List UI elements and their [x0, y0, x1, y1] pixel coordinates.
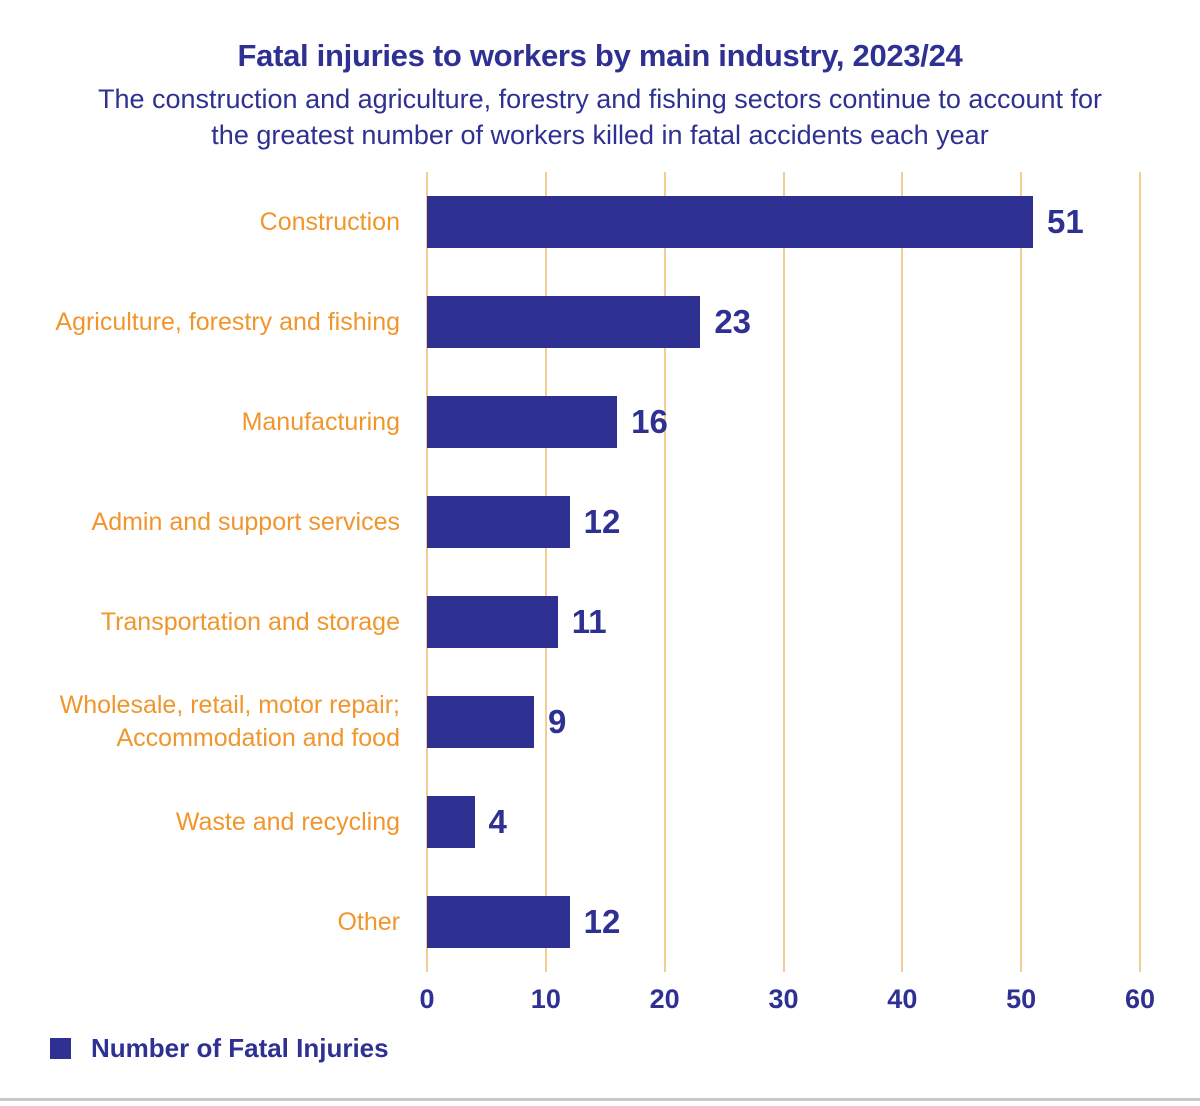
value-label: 11: [571, 602, 607, 640]
x-tick-label: 20: [649, 983, 680, 1014]
bar: [427, 495, 570, 548]
bar-track: 12: [427, 895, 1140, 948]
value-label: 9: [547, 702, 567, 740]
bar-row: Transportation and storage 11: [0, 572, 1200, 672]
gridline: [426, 171, 428, 972]
gridline: [1139, 171, 1141, 972]
x-axis: 0 10 20 30 40 50 60: [419, 976, 1155, 1022]
category-label: Transportation and storage: [100, 607, 400, 636]
category-label: Other: [337, 907, 400, 936]
gridline: [1020, 171, 1023, 972]
category-label: Construction: [259, 207, 400, 236]
bar: [427, 595, 558, 648]
bar-row: Admin and support services 12: [0, 472, 1200, 572]
gridline: [663, 171, 666, 972]
bottom-divider: [0, 1098, 1200, 1101]
x-tick-label: 10: [530, 983, 561, 1014]
x-tick-label: 0: [419, 983, 435, 1014]
bar-track: 51: [427, 195, 1140, 248]
value-label: 12: [583, 502, 621, 540]
bar-track: 16: [427, 395, 1140, 448]
bar: [427, 295, 701, 348]
value-label: 23: [714, 302, 752, 340]
bar: [427, 395, 618, 448]
value-label: 16: [631, 402, 668, 440]
legend-square-icon: [50, 1038, 71, 1060]
bar-row: Other 12: [0, 872, 1200, 972]
bar-track: 12: [427, 495, 1140, 548]
gridlines: [426, 171, 1141, 972]
legend: Number of Fatal Injuries: [50, 1033, 1200, 1064]
category-label: Manufacturing: [241, 407, 400, 436]
gridline: [782, 171, 785, 972]
horizontal-bar-chart: Construction 51 Agriculture, forestry an…: [0, 171, 1200, 1022]
chart-header: Fatal injuries to workers by main indust…: [0, 0, 1200, 154]
chart-title: Fatal injuries to workers by main indust…: [237, 38, 963, 73]
x-tick-label: 30: [768, 983, 799, 1014]
value-label: 4: [488, 802, 507, 840]
legend-label: Number of Fatal Injuries: [91, 1033, 389, 1064]
bar: [427, 795, 475, 848]
bar: [427, 895, 570, 948]
category-label: Admin and support services: [91, 507, 400, 536]
gridline: [544, 171, 547, 972]
bar-track: 4: [427, 795, 1140, 848]
chart-subtitle: The construction and agriculture, forest…: [97, 84, 1103, 150]
category-label: Waste and recycling: [175, 807, 400, 836]
value-label: 12: [583, 902, 621, 940]
gridline: [901, 171, 904, 972]
bar-track: 23: [427, 295, 1140, 348]
value-label: 51: [1047, 202, 1084, 240]
bar-row: Construction 51: [0, 172, 1200, 272]
category-label: Wholesale, retail, motor repair; Accommo…: [59, 691, 400, 752]
bar-track: 11: [427, 595, 1140, 648]
bar-row: Manufacturing 16: [0, 372, 1200, 472]
x-tick-label: 40: [887, 983, 918, 1014]
bar-track: 9: [427, 695, 1140, 748]
bar-rows: Construction 51 Agriculture, forestry an…: [0, 172, 1200, 972]
bar: [427, 695, 534, 748]
x-tick-label: 60: [1124, 983, 1156, 1014]
x-tick-label: 50: [1006, 983, 1037, 1014]
bar-row: Wholesale, retail, motor repair; Accommo…: [0, 672, 1200, 772]
bar-row: Waste and recycling 4: [0, 772, 1200, 872]
category-label: Agriculture, forestry and fishing: [55, 307, 400, 336]
bar-row: Agriculture, forestry and fishing 23: [0, 272, 1200, 372]
bar: [427, 195, 1034, 248]
